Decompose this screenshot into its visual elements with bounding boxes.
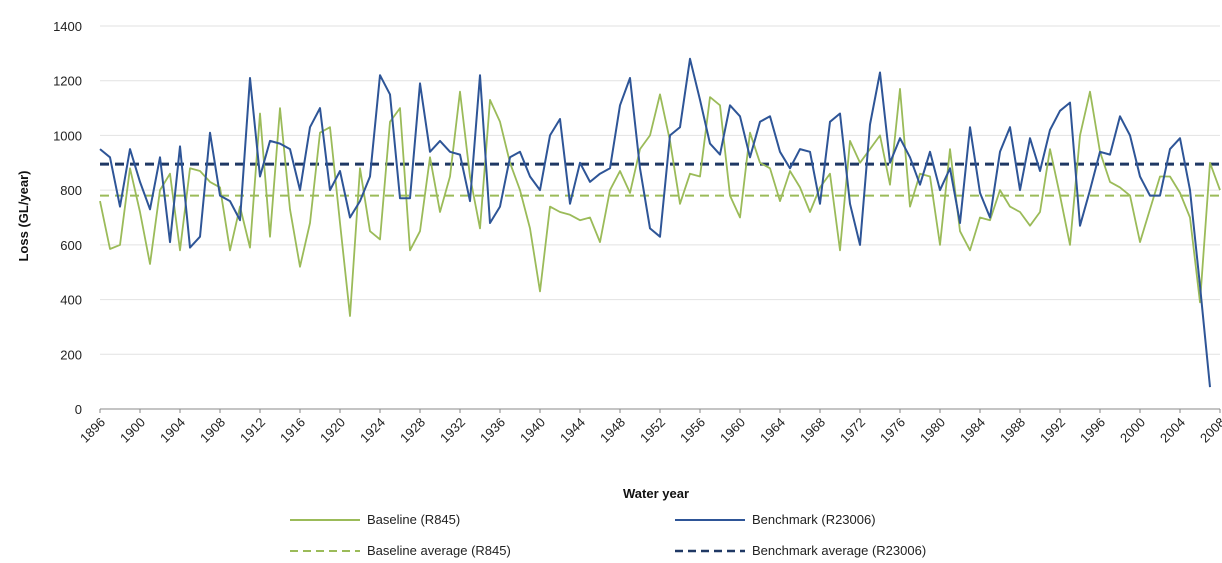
legend-item-benchmark: Benchmark (R23006) [675,512,876,527]
legend-label-benchmark-average: Benchmark average (R23006) [752,543,926,558]
x-tick-label-1908: 1908 [197,415,228,446]
x-tick-label-1920: 1920 [317,415,348,446]
series-line-baseline-r845 [100,89,1220,316]
series-lines [100,59,1220,387]
x-tick-label-1988: 1988 [997,415,1028,446]
x-tick-label-1928: 1928 [397,415,428,446]
legend-label-baseline-average: Baseline average (R845) [367,543,511,558]
x-tick-label-1900: 1900 [117,415,148,446]
y-tick-label-1000: 1000 [53,128,82,143]
x-tick-label-1904: 1904 [157,415,188,446]
legend-item-benchmark-average: Benchmark average (R23006) [675,543,926,558]
x-tick-label-1996: 1996 [1077,415,1108,446]
y-axis-title: Loss (GL/year) [16,170,31,261]
x-tick-label-2004: 2004 [1157,415,1188,446]
x-tick-label-1992: 1992 [1037,415,1068,446]
series-line-benchmark-r23006 [100,59,1210,387]
gridlines [100,26,1220,354]
y-tick-label-400: 400 [60,293,82,308]
x-tick-label-1936: 1936 [477,415,508,446]
y-axis-ticks: 0 200 400 600 800 1000 1200 1400 [53,19,82,417]
x-tick-label-1924: 1924 [357,415,388,446]
x-tick-label-1916: 1916 [277,415,308,446]
x-tick-label-1976: 1976 [877,415,908,446]
x-tick-label-1968: 1968 [797,415,828,446]
x-tick-label-1964: 1964 [757,415,788,446]
x-axis-ticks: 1896 1900 1904 1908 1912 1916 1920 1924 1928 1932… [77,409,1222,446]
x-tick-label-2008: 2008 [1197,415,1222,446]
y-tick-label-800: 800 [60,183,82,198]
legend-item-baseline-average: Baseline average (R845) [290,543,511,558]
x-tick-label-1972: 1972 [837,415,868,446]
y-tick-label-600: 600 [60,238,82,253]
x-tick-label-1896: 1896 [77,415,108,446]
y-tick-label-1200: 1200 [53,74,82,89]
x-tick-label-1960: 1960 [717,415,748,446]
y-tick-label-200: 200 [60,347,82,362]
x-tick-label-1940: 1940 [517,415,548,446]
legend-label-benchmark: Benchmark (R23006) [752,512,876,527]
x-tick-label-1944: 1944 [557,415,588,446]
x-axis-title: Water year [623,486,689,501]
x-tick-label-1948: 1948 [597,415,628,446]
x-tick-label-1980: 1980 [917,415,948,446]
x-tick-label-1984: 1984 [957,415,988,446]
x-tick-label-1912: 1912 [237,415,268,446]
y-tick-label-1400: 1400 [53,19,82,34]
legend: Baseline (R845) Benchmark (R23006) Basel… [290,512,926,558]
legend-item-baseline: Baseline (R845) [290,512,460,527]
y-tick-label-0: 0 [75,402,82,417]
x-tick-label-2000: 2000 [1117,415,1148,446]
x-tick-label-1952: 1952 [637,415,668,446]
legend-label-baseline: Baseline (R845) [367,512,460,527]
x-tick-label-1932: 1932 [437,415,468,446]
x-tick-label-1956: 1956 [677,415,708,446]
